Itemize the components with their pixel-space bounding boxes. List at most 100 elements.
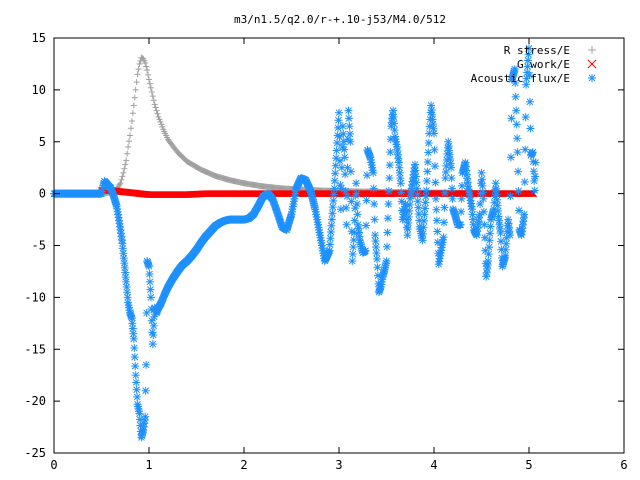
data-point xyxy=(512,106,521,115)
data-point xyxy=(384,187,393,196)
data-point xyxy=(513,134,522,143)
data-point xyxy=(458,181,467,190)
legend-label: R stress/E xyxy=(504,44,570,57)
data-point xyxy=(382,242,391,251)
data-point xyxy=(135,66,142,73)
data-point xyxy=(345,129,354,138)
data-point xyxy=(353,210,362,219)
data-point xyxy=(430,129,438,138)
data-point xyxy=(386,148,395,157)
data-point xyxy=(514,187,523,196)
plot-frame xyxy=(53,37,625,454)
data-point xyxy=(422,177,431,186)
data-point xyxy=(373,263,382,272)
data-point xyxy=(117,180,124,187)
data-point xyxy=(348,257,357,266)
data-point xyxy=(130,102,137,109)
data-point xyxy=(121,165,128,172)
data-point xyxy=(529,167,538,176)
data-point xyxy=(440,188,449,197)
data-point xyxy=(369,184,378,193)
data-point xyxy=(476,200,485,208)
data-point xyxy=(349,243,358,252)
data-point xyxy=(340,145,349,154)
data-point xyxy=(118,176,125,183)
data-point xyxy=(430,162,439,171)
data-point xyxy=(447,174,456,183)
data-point xyxy=(353,200,362,208)
data-point xyxy=(448,184,457,193)
legend-label: G work/E xyxy=(517,58,570,71)
data-point xyxy=(151,101,158,108)
data-point xyxy=(142,59,149,66)
data-point xyxy=(348,250,357,259)
data-point xyxy=(149,321,158,330)
data-point xyxy=(148,88,155,95)
data-point xyxy=(125,143,132,150)
data-point xyxy=(120,169,127,176)
data-point xyxy=(122,161,129,168)
data-point xyxy=(127,125,134,132)
data-point xyxy=(132,385,141,394)
data-point xyxy=(520,210,529,219)
data-point xyxy=(507,114,516,123)
data-point xyxy=(485,243,494,252)
data-point xyxy=(344,106,353,115)
data-point xyxy=(145,270,154,279)
data-point xyxy=(123,157,130,164)
data-point xyxy=(515,206,524,215)
data-point xyxy=(152,104,159,111)
data-point xyxy=(432,205,441,214)
data-point xyxy=(423,167,432,176)
data-point xyxy=(506,231,514,240)
data-point xyxy=(384,200,393,208)
data-point xyxy=(344,114,353,123)
data-point xyxy=(525,97,534,106)
y-tick-label: 0 xyxy=(39,187,46,201)
data-point xyxy=(133,79,140,86)
data-point xyxy=(430,145,439,154)
data-point xyxy=(346,167,355,176)
data-point xyxy=(423,157,432,166)
data-point xyxy=(479,194,488,203)
y-tick-label: 10 xyxy=(32,83,46,97)
data-point xyxy=(127,132,133,139)
data-point xyxy=(397,188,406,197)
data-point xyxy=(335,108,343,117)
data-point xyxy=(439,218,448,227)
y-tick-label: 5 xyxy=(39,135,46,149)
data-point xyxy=(528,148,537,157)
chart-title: m3/n1.5/q2.0/r-+.10-j53/M4.0/512 xyxy=(234,13,446,26)
data-point xyxy=(134,71,141,78)
data-point xyxy=(506,192,515,201)
data-point xyxy=(153,107,160,114)
legend-marker xyxy=(588,74,596,82)
data-point xyxy=(132,378,141,387)
data-point xyxy=(142,308,151,317)
data-point xyxy=(457,194,466,203)
data-point xyxy=(331,169,340,178)
data-point xyxy=(129,110,136,117)
x-tick-label: 1 xyxy=(145,458,152,472)
data-point xyxy=(146,80,153,87)
data-point xyxy=(144,67,151,74)
y-tick-label: 15 xyxy=(32,31,46,45)
data-point xyxy=(335,156,344,165)
data-point xyxy=(131,94,138,101)
data-point xyxy=(343,192,352,201)
x-tick-label: 6 xyxy=(620,458,627,472)
data-point xyxy=(334,116,343,125)
data-point xyxy=(511,92,520,101)
data-point xyxy=(141,412,150,421)
data-point xyxy=(124,150,131,157)
data-point xyxy=(370,215,379,224)
data-point xyxy=(396,179,405,188)
data-point xyxy=(146,285,155,294)
data-point xyxy=(369,168,378,177)
data-point xyxy=(131,371,140,380)
data-point xyxy=(514,167,523,176)
data-point xyxy=(385,174,394,183)
data-point xyxy=(422,186,431,195)
x-tick-label: 3 xyxy=(335,458,342,472)
